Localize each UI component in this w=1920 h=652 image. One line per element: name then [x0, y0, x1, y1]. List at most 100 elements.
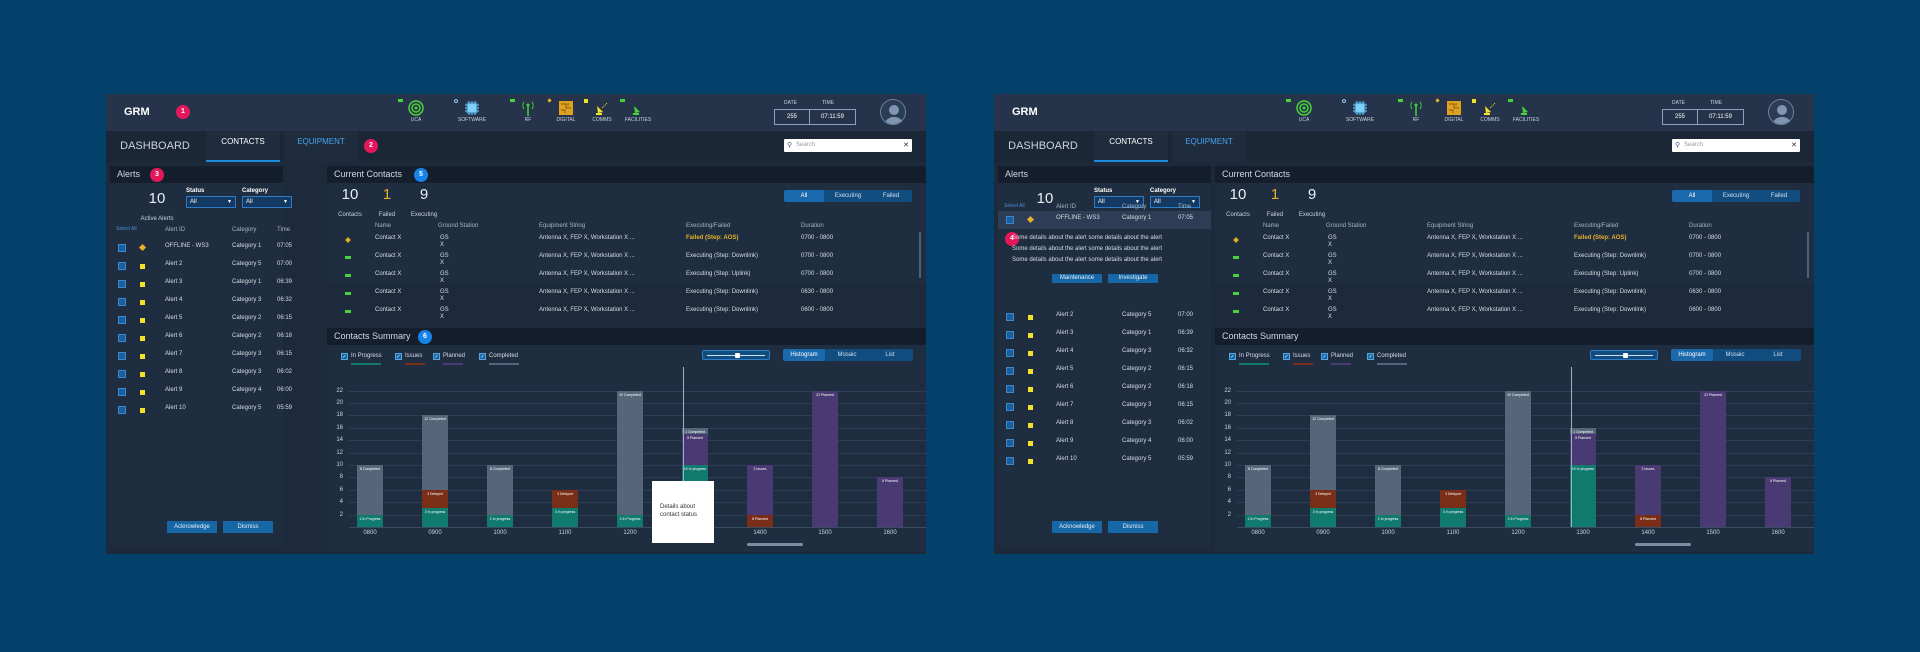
- filter-executing[interactable]: Executing: [834, 193, 862, 199]
- alert-row[interactable]: Alert 8 Category 3 06:02: [110, 365, 292, 383]
- alert-row[interactable]: Alert 5 Category 2 06:15: [998, 362, 1211, 380]
- alert-checkbox[interactable]: [1006, 421, 1014, 429]
- checkbox-checked-icon[interactable]: ✓: [341, 353, 348, 360]
- histogram-bar[interactable]: 2 In Progress 20 Completed: [617, 367, 643, 527]
- system-digital[interactable]: DIGITAL: [546, 98, 586, 123]
- alert-row[interactable]: Alert 9 Category 4 06:00: [998, 434, 1211, 452]
- alert-checkbox[interactable]: [118, 316, 126, 324]
- nav-dashboard[interactable]: DASHBOARD: [1008, 140, 1078, 152]
- checkbox-checked-icon[interactable]: ✓: [1321, 353, 1328, 360]
- alert-checkbox[interactable]: [1006, 385, 1014, 393]
- histogram-bar[interactable]: 8 Planned 2 Issues: [1635, 367, 1661, 527]
- select-all-link[interactable]: Select All: [1004, 203, 1025, 209]
- slider-handle[interactable]: [735, 353, 740, 358]
- alert-checkbox[interactable]: [1006, 313, 1014, 321]
- alert-row[interactable]: Alert 4 Category 3 06:32: [110, 293, 292, 311]
- time-cursor-line[interactable]: [683, 367, 684, 527]
- alert-checkbox[interactable]: [118, 406, 126, 414]
- scrollbar[interactable]: [919, 232, 921, 278]
- alert-row[interactable]: Alert 10 Category 5 05:59: [110, 401, 292, 419]
- view-list[interactable]: List: [885, 352, 895, 358]
- contact-row[interactable]: Contact X GS X Antenna X, FEP X, Workstatio…: [327, 234, 947, 252]
- system-software[interactable]: SOFTWARE: [1340, 99, 1380, 123]
- alert-row[interactable]: Alert 2 Category 5 07:00: [110, 257, 292, 275]
- histogram-bar[interactable]: 3 In progress 3 Delayed 12 Completed: [1310, 367, 1336, 527]
- clear-icon[interactable]: ✕: [903, 142, 909, 149]
- system-software[interactable]: SOFTWARE: [452, 99, 492, 123]
- view-list[interactable]: List: [1773, 352, 1783, 358]
- filter-all[interactable]: All: [1672, 190, 1712, 202]
- histogram-bar[interactable]: 8 Planned: [877, 367, 903, 527]
- histogram-bar[interactable]: 2 In progress 8 Completed: [487, 367, 513, 527]
- system-uca[interactable]: UCA: [1284, 99, 1324, 123]
- horizontal-scrollbar[interactable]: [747, 543, 803, 546]
- system-rf[interactable]: RF: [1396, 99, 1436, 123]
- alert-checkbox[interactable]: [118, 298, 126, 306]
- search-input[interactable]: ⚲ Search ✕: [1672, 139, 1800, 152]
- nav-dashboard[interactable]: DASHBOARD: [120, 140, 190, 152]
- system-uca[interactable]: UCA: [396, 99, 436, 123]
- histogram-bar[interactable]: 3 In progress 3 Delayed: [1440, 367, 1466, 527]
- histogram-bar[interactable]: 22 Planned: [1700, 367, 1726, 527]
- maintenance-button[interactable]: Maintenance: [1052, 274, 1102, 283]
- alert-checkbox[interactable]: [118, 244, 126, 252]
- contact-row[interactable]: Contact X GS X Antenna X, FEP X, Workstatio…: [1215, 306, 1835, 324]
- contact-row[interactable]: Contact X GS X Antenna X, FEP X, Workstatio…: [327, 252, 947, 270]
- status-filter-select[interactable]: All ▼: [186, 196, 236, 208]
- alert-checkbox[interactable]: [118, 280, 126, 288]
- select-all-link[interactable]: Select All: [116, 226, 137, 232]
- contact-row[interactable]: Contact X GS X Antenna X, FEP X, Workstatio…: [327, 306, 947, 324]
- status-filter-select[interactable]: All ▼: [1094, 196, 1144, 208]
- contact-row[interactable]: Contact X GS X Antenna X, FEP X, Workstatio…: [327, 288, 947, 306]
- scrollbar[interactable]: [1807, 232, 1809, 278]
- alert-checkbox[interactable]: [118, 370, 126, 378]
- dismiss-button[interactable]: Dismiss: [223, 521, 273, 533]
- alert-row[interactable]: Alert 4 Category 3 06:32: [998, 344, 1211, 362]
- alert-row[interactable]: Alert 7 Category 3 06:15: [110, 347, 292, 365]
- alert-row[interactable]: OFFLINE - WS3 Category 1 07:05: [998, 211, 1211, 229]
- zoom-slider[interactable]: [1590, 350, 1658, 360]
- histogram-bar[interactable]: 10 In progress 5 Planned 1 Completed: [1570, 367, 1596, 527]
- dismiss-button[interactable]: Dismiss: [1108, 521, 1158, 533]
- histogram-bar[interactable]: 3 In progress 3 Delayed 12 Completed: [422, 367, 448, 527]
- checkbox-checked-icon[interactable]: ✓: [479, 353, 486, 360]
- alert-row[interactable]: Alert 8 Category 3 06:02: [998, 416, 1211, 434]
- filter-failed[interactable]: Failed: [1770, 193, 1788, 199]
- alert-checkbox[interactable]: [118, 352, 126, 360]
- alert-checkbox[interactable]: [1006, 331, 1014, 339]
- clear-icon[interactable]: ✕: [1791, 142, 1797, 149]
- tab-equipment[interactable]: EQUIPMENT: [284, 131, 358, 162]
- histogram-bar[interactable]: 8 Planned 2 Issues: [747, 367, 773, 527]
- alert-checkbox[interactable]: [1006, 216, 1014, 224]
- checkbox-checked-icon[interactable]: ✓: [1283, 353, 1290, 360]
- alert-checkbox[interactable]: [1006, 457, 1014, 465]
- alert-row[interactable]: Alert 3 Category 1 06:39: [110, 275, 292, 293]
- alert-checkbox[interactable]: [1006, 367, 1014, 375]
- alert-row[interactable]: Alert 9 Category 4 06:00: [110, 383, 292, 401]
- alert-checkbox[interactable]: [118, 334, 126, 342]
- system-digital[interactable]: DIGITAL: [1434, 98, 1474, 123]
- view-mosaic[interactable]: Mosaic: [1725, 352, 1745, 358]
- view-mosaic[interactable]: Mosaic: [837, 352, 857, 358]
- system-rf[interactable]: RF: [508, 99, 548, 123]
- system-facilities[interactable]: FACILITIES: [1506, 99, 1546, 123]
- alert-row[interactable]: OFFLINE - WS3 Category 1 07:05: [110, 239, 292, 257]
- histogram-bar[interactable]: 3 In progress 3 Delayed: [552, 367, 578, 527]
- contact-row[interactable]: Contact X GS X Antenna X, FEP X, Workstatio…: [1215, 234, 1835, 252]
- alert-row[interactable]: Alert 3 Category 1 06:39: [998, 326, 1211, 344]
- contact-row[interactable]: Contact X GS X Antenna X, FEP X, Workstatio…: [1215, 288, 1835, 306]
- search-input[interactable]: ⚲ Search ✕: [784, 139, 912, 152]
- acknowledge-button[interactable]: Acknowledge: [167, 521, 217, 533]
- contact-row[interactable]: Contact X GS X Antenna X, FEP X, Workstatio…: [1215, 270, 1835, 288]
- filter-failed[interactable]: Failed: [882, 193, 900, 199]
- checkbox-checked-icon[interactable]: ✓: [433, 353, 440, 360]
- slider-handle[interactable]: [1623, 353, 1628, 358]
- user-avatar[interactable]: [880, 99, 906, 125]
- system-facilities[interactable]: FACILITIES: [618, 99, 658, 123]
- histogram-bar[interactable]: 2 In progress 8 Completed: [1375, 367, 1401, 527]
- category-filter-select[interactable]: All ▼: [1150, 196, 1200, 208]
- contact-row[interactable]: Contact X GS X Antenna X, FEP X, Workstatio…: [1215, 252, 1835, 270]
- time-cursor-line[interactable]: [1571, 367, 1572, 527]
- category-filter-select[interactable]: All ▼: [242, 196, 292, 208]
- zoom-slider[interactable]: [702, 350, 770, 360]
